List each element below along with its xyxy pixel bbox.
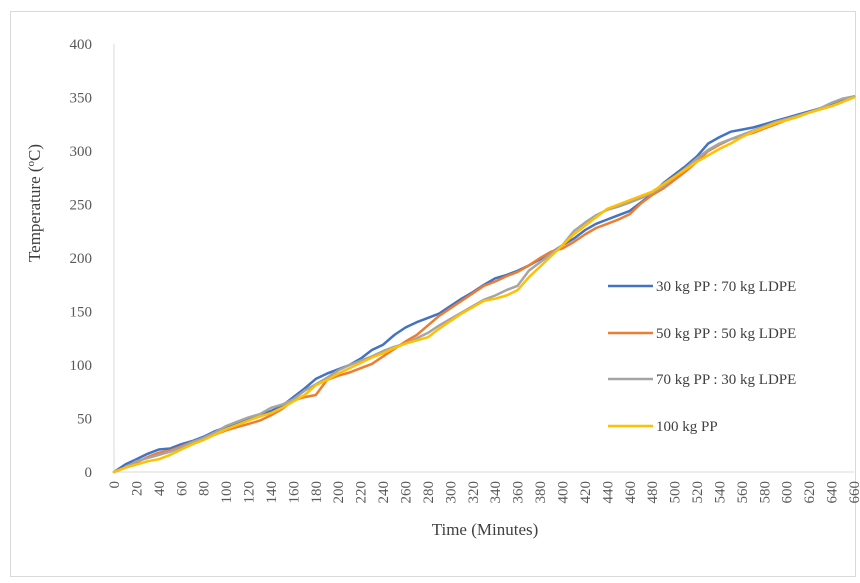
x-tick-label: 620	[802, 481, 818, 504]
legend-label: 100 kg PP	[656, 419, 718, 435]
y-tick-label: 50	[77, 412, 92, 428]
x-tick-label: 520	[690, 481, 706, 504]
x-tick-label: 120	[242, 481, 258, 504]
legend-item: 70 kg PP : 30 kg LDPE	[608, 372, 796, 388]
series-lines	[112, 95, 856, 474]
x-tick-label: 540	[712, 481, 728, 504]
y-tick-label: 100	[70, 358, 93, 374]
x-tick-label: 580	[757, 481, 773, 504]
x-tick-label: 460	[623, 481, 639, 504]
x-tick-label: 180	[309, 481, 325, 504]
y-tick-label: 200	[70, 251, 93, 267]
y-tick-label: 300	[70, 144, 93, 160]
x-tick-label: 0	[107, 481, 123, 489]
legend-item: 50 kg PP : 50 kg LDPE	[608, 326, 796, 342]
x-tick-label: 220	[354, 481, 370, 504]
x-tick-label: 40	[152, 481, 168, 496]
x-tick-label: 400	[555, 481, 571, 504]
x-tick-label: 200	[331, 481, 347, 504]
x-tick-label: 20	[129, 481, 145, 496]
x-tick-label: 420	[578, 481, 594, 504]
x-axis-title: Time (Minutes)	[432, 520, 539, 539]
y-tick-label: 400	[70, 37, 93, 53]
y-axis-title: Temperature (oC)	[25, 144, 44, 262]
x-tick-label: 340	[488, 481, 504, 504]
x-tick-label: 260	[399, 481, 415, 504]
legend-item: 30 kg PP : 70 kg LDPE	[608, 279, 796, 295]
x-tick-label: 560	[735, 481, 751, 504]
legend-label: 30 kg PP : 70 kg LDPE	[656, 279, 796, 295]
x-tick-label: 500	[668, 481, 684, 504]
x-tick-label: 440	[600, 481, 616, 504]
x-tick-label: 240	[376, 481, 392, 504]
x-tick-label: 160	[286, 481, 302, 504]
legend-label: 70 kg PP : 30 kg LDPE	[656, 372, 796, 388]
x-tick-label: 100	[219, 481, 235, 504]
x-tick-label: 320	[466, 481, 482, 504]
x-tick-label: 380	[533, 481, 549, 504]
x-axis-ticks: 0 20 40 60 80 100 120 140 160 180 200 220 240 260 280 3…	[107, 481, 860, 504]
legend: 30 kg PP : 70 kg LDPE 50 kg PP : 50 kg LD…	[608, 279, 796, 435]
x-tick-label: 640	[825, 481, 841, 504]
y-tick-label: 150	[70, 305, 93, 321]
x-tick-label: 300	[443, 481, 459, 504]
x-tick-label: 600	[780, 481, 796, 504]
x-tick-label: 80	[197, 481, 213, 496]
legend-label: 50 kg PP : 50 kg LDPE	[656, 326, 796, 342]
x-tick-label: 660	[847, 481, 860, 504]
x-tick-label: 360	[511, 481, 527, 504]
chart-frame	[10, 11, 856, 577]
legend-item: 100 kg PP	[608, 419, 718, 435]
y-axis-ticks: 0 50 100 150 200 250 300 350 400	[70, 37, 93, 481]
y-tick-label: 0	[85, 465, 93, 481]
x-tick-label: 140	[264, 481, 280, 504]
y-tick-label: 350	[70, 91, 93, 107]
x-tick-label: 60	[174, 481, 190, 496]
series-line-4	[112, 96, 856, 474]
y-tick-label: 250	[70, 198, 93, 214]
x-tick-label: 280	[421, 481, 437, 504]
x-tick-label: 480	[645, 481, 661, 504]
